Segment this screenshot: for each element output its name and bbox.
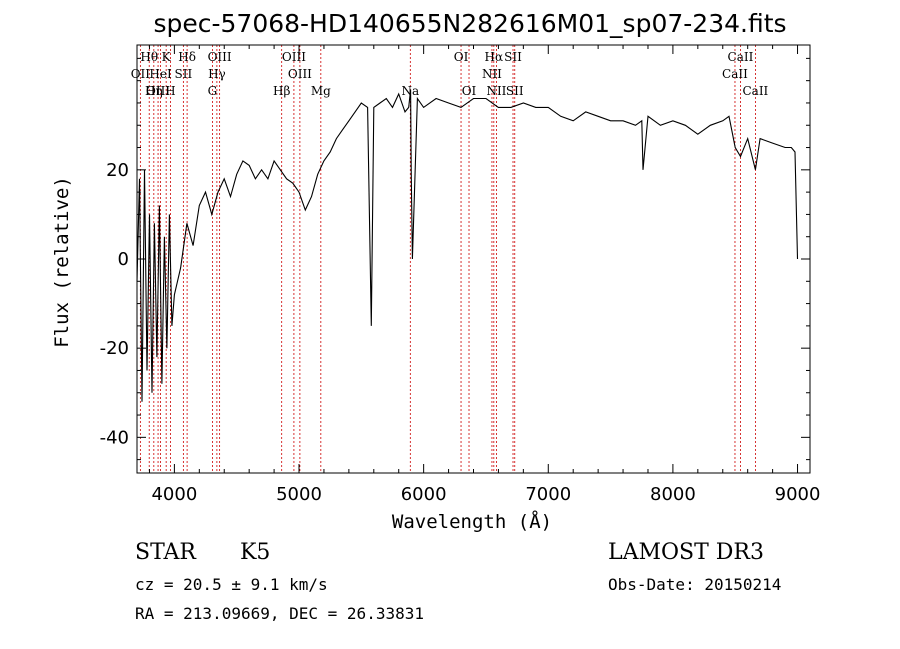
x-axis-label: Wavelength (Å) <box>392 510 552 533</box>
x-tick-label: 5000 <box>276 484 322 505</box>
plot-frame <box>136 44 811 474</box>
spectral-line-label: OIII <box>288 67 312 81</box>
spectral-line-label: Hθ <box>140 50 158 64</box>
x-tick-label: 7000 <box>525 484 571 505</box>
spectral-line-label: SII <box>504 50 522 64</box>
object-subclass: K5 <box>240 540 271 565</box>
spectral-line-label: OI <box>462 84 477 98</box>
spectral-line-label: OIII <box>208 50 232 64</box>
spectral-line-label: HeI <box>149 67 172 81</box>
survey-name: LAMOST DR3 <box>608 540 764 565</box>
y-tick-label: -40 <box>100 427 129 448</box>
x-axis-ticks: 4000 5000 6000 7000 8000 9000 <box>148 45 821 505</box>
y-tick-label: 0 <box>118 249 129 270</box>
x-tick-label: 4000 <box>151 484 197 505</box>
spectral-line-label: Hη <box>145 84 163 98</box>
y-axis-label: Flux (relative) <box>51 176 73 348</box>
object-type: STAR <box>135 540 196 565</box>
redshift-cz: cz = 20.5 ± 9.1 km/s <box>135 575 328 594</box>
x-tick-label: 6000 <box>401 484 447 505</box>
coordinates: RA = 213.09669, DEC = 26.33831 <box>135 604 424 623</box>
spectral-line-label: H <box>165 84 175 98</box>
spectral-line-label: Hδ <box>178 50 196 64</box>
x-tick-label: 9000 <box>775 484 821 505</box>
spectral-line-label: OII <box>131 67 151 81</box>
y-axis-ticks: -40 -20 0 20 <box>100 57 810 461</box>
spectral-line-label: CaII <box>728 50 754 64</box>
observation-date: Obs-Date: 20150214 <box>608 575 782 594</box>
spectral-line-label: OIII <box>282 50 306 64</box>
spectral-line-label: SII <box>506 84 524 98</box>
spectral-line-label: Mg <box>311 84 331 98</box>
spectral-line-label: Hβ <box>273 84 290 98</box>
spectral-line-label: NII <box>482 67 502 81</box>
spectral-line-label: SII <box>175 67 193 81</box>
y-tick-label: 20 <box>106 160 129 181</box>
spectral-line-label: G <box>208 84 218 98</box>
spectral-line-markers <box>139 45 756 473</box>
spectral-line-label: K <box>162 50 172 64</box>
spectral-line-label: OI <box>454 50 469 64</box>
spectrum-series-line <box>136 89 799 402</box>
spectral-line-label: Hγ <box>208 67 226 81</box>
spectral-line-label: CaII <box>742 84 768 98</box>
x-tick-label: 8000 <box>650 484 696 505</box>
spectral-line-label: Hα <box>485 50 504 64</box>
spectral-line-label: CaII <box>722 67 748 81</box>
chart-title: spec-57068-HD140655N282616M01_sp07-234.f… <box>153 9 786 38</box>
spectral-line-label: NII <box>486 84 506 98</box>
y-tick-label: -20 <box>100 338 129 359</box>
spectral-line-label: OIII <box>146 84 170 98</box>
